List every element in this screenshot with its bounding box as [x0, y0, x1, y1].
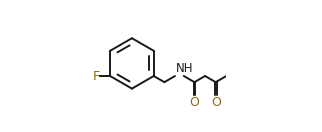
Text: F: F: [93, 70, 100, 82]
Text: O: O: [211, 96, 221, 109]
Text: NH: NH: [176, 62, 193, 75]
Text: O: O: [189, 96, 199, 109]
